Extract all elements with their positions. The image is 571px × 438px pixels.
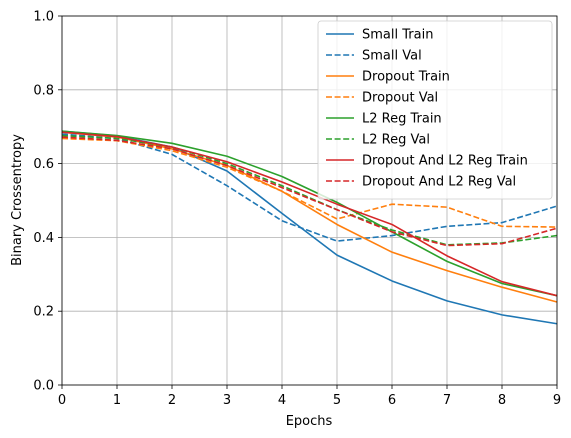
legend-label: Dropout And L2 Reg Val (362, 175, 516, 190)
x-tick-label: 4 (278, 393, 286, 408)
y-tick-label: 0.0 (33, 379, 54, 394)
series-line-small-val (61, 133, 558, 242)
y-tick-label: 0.6 (33, 157, 54, 172)
series-line-dropout-val (61, 137, 558, 228)
axes-layer (61, 15, 558, 386)
legend-box (317, 20, 553, 200)
legend-label: Dropout Val (362, 91, 438, 106)
series-line-l2-reg-train (61, 130, 558, 297)
x-tick-label: 2 (168, 393, 176, 408)
legend-label: L2 Reg Train (362, 112, 442, 127)
legend-label: Dropout And L2 Reg Train (362, 154, 528, 169)
x-tick-label: 9 (553, 393, 561, 408)
tick-layer: 0 1 2 3 4 5 6 7 8 9 0.0 0.2 0.4 0.6 0.8 1.0 (33, 10, 561, 409)
plot-frame (61, 15, 558, 386)
legend-label: L2 Reg Val (362, 133, 430, 148)
legend: Small Train Small Val Dropout Train Dropout… (317, 20, 553, 200)
series-line-dropout-and-l2-reg-val (61, 136, 558, 247)
x-tick-label: 7 (443, 393, 451, 408)
x-tick-label: 3 (223, 393, 231, 408)
y-tick-label: 0.4 (33, 231, 54, 246)
x-tick-label: 6 (388, 393, 396, 408)
y-tick-label: 0.2 (33, 305, 54, 320)
x-tick-label: 8 (498, 393, 506, 408)
x-tick-label: 5 (333, 393, 341, 408)
series-line-dropout-and-l2-reg-train (61, 131, 558, 297)
y-tick-label: 1.0 (33, 10, 54, 25)
x-tick-label: 1 (113, 393, 121, 408)
series-layer (61, 130, 558, 325)
x-axis-label: Epochs (286, 414, 333, 429)
legend-label: Dropout Train (362, 70, 450, 85)
x-tick-label: 0 (58, 393, 66, 408)
y-axis-label: Binary Crossentropy (10, 134, 25, 266)
y-tick-label: 0.8 (33, 83, 54, 98)
legend-label: Small Train (362, 28, 433, 43)
legend-label: Small Val (362, 49, 422, 64)
